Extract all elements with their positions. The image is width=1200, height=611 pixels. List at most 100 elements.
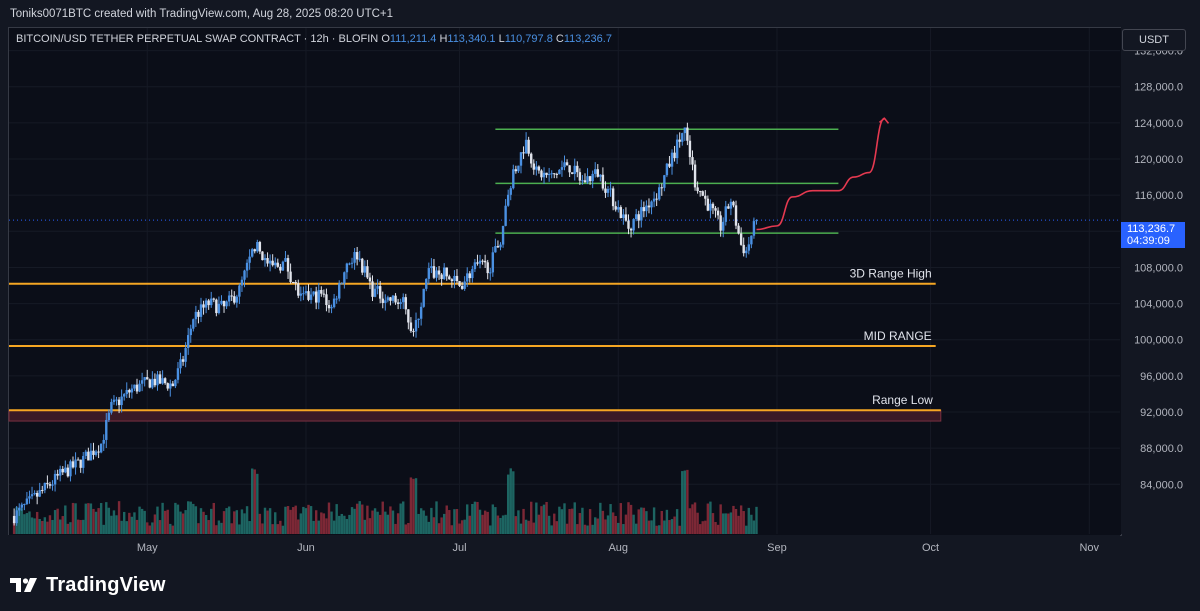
candle-body [376,286,379,289]
candle-body [130,388,134,393]
candle-body [82,455,85,468]
candle-body [624,214,628,221]
volume-bar [43,517,47,534]
volume-bar [640,507,643,534]
candle-body [350,262,354,264]
volume-bar [668,520,671,534]
candle-body [163,378,167,384]
candle-body [107,412,111,421]
candle-body [742,244,745,254]
candle-body [732,201,735,206]
candle-body [399,302,402,304]
last-price-value: 113,236.7 [1127,223,1176,235]
candle-body [522,152,525,154]
volume-bar [542,504,546,534]
candle-body [279,266,282,271]
volume-bar [117,501,121,534]
candle-body [161,378,164,384]
volume-bar [440,517,443,534]
bar-countdown: 04:39:09 [1127,235,1170,247]
symbol-title: BITCOIN/USD TETHER PERPETUAL SWAP CONTRA… [16,33,379,45]
candle-body [389,297,392,301]
candle-body [530,153,533,164]
volume-bar [151,522,154,534]
volume-bar [435,501,438,534]
candle-body [110,401,113,413]
open-value: 111,211.4 [389,33,437,45]
candle-body [18,507,21,511]
volume-bar [732,505,735,534]
volume-bar [355,503,359,534]
candle-body [747,244,751,251]
candle-body [404,297,407,310]
volume-bar [481,514,484,534]
volume-layer [12,468,758,534]
price-axis[interactable] [1121,27,1200,534]
candle-body [601,174,605,189]
candle-body [156,374,159,386]
candle-body [128,390,131,393]
candle-body [432,266,436,278]
candle-body [652,198,656,202]
volume-bar [599,502,602,534]
volume-bar [330,511,333,534]
volume-bar [94,511,98,534]
volume-bar [46,521,49,534]
volume-bar [166,509,169,534]
attribution-text: Toniks0071BTC created with TradingView.c… [10,8,394,20]
grid-layer [9,28,1120,534]
volume-bar [691,504,694,534]
time-tick-label: May [137,542,158,554]
volume-bar [624,514,628,534]
candle-body [184,348,187,362]
candle-body [84,451,87,456]
volume-bar [92,508,95,534]
candle-body [30,494,34,497]
chart-pane[interactable] [8,27,1122,536]
candle-body [686,127,689,141]
candle-body [506,194,510,206]
volume-bar [71,502,75,534]
symbol-legend[interactable]: BITCOIN/USD TETHER PERPETUAL SWAP CONTRA… [16,33,612,45]
candle-body [683,127,687,134]
volume-bar [107,507,111,534]
tradingview-footer[interactable]: TradingView [10,574,166,596]
candle-body [535,166,538,170]
volume-bar [23,514,26,534]
candle-body [437,270,441,275]
volume-bar [297,519,300,534]
candle-body [227,295,231,302]
time-axis[interactable] [8,535,1120,559]
currency-button[interactable]: USDT [1122,29,1186,51]
candle-body [58,468,62,476]
candle-body [189,328,192,336]
candle-body [658,187,661,200]
candle-body [494,246,497,253]
candle-body [709,203,712,211]
volume-bar [586,525,589,534]
candle-body [675,139,679,159]
candle-body [419,306,423,319]
candle-body [440,274,443,279]
volume-bar [660,511,663,534]
candle-body [755,220,758,222]
volume-bar [675,509,679,534]
volume-bar [591,524,594,534]
volume-bar [483,510,487,534]
volume-bar [281,525,285,534]
candle-body [422,288,425,307]
volume-bar [711,513,715,534]
volume-bar [568,509,571,534]
candle-body [46,482,49,485]
candle-body [504,205,507,226]
candle-body [611,188,615,207]
volume-bar [35,511,39,534]
volume-bar [156,506,159,534]
volume-bar [338,515,341,534]
candle-body [670,152,674,167]
volume-bar [742,511,745,534]
candle-body [553,173,556,175]
candle-body [396,302,400,304]
candle-body [409,322,413,332]
volume-bar [404,524,407,534]
